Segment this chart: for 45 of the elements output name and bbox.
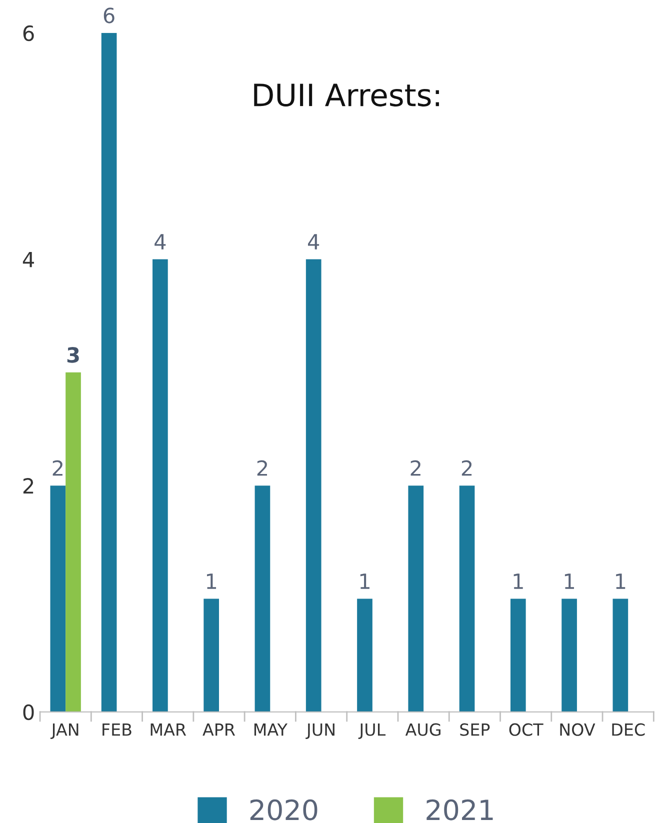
x-tick-label: JAN <box>50 724 78 740</box>
text: DUII Arrests: <box>254 84 439 106</box>
x-tick-label: APR <box>202 724 236 736</box>
x-tick-label: OCT <box>509 723 544 736</box>
bar <box>254 486 270 712</box>
data-label: 1 <box>564 574 574 589</box>
y-tick-label: 0 <box>23 704 34 720</box>
legend-label: 2021 <box>426 799 493 820</box>
x-tick-label: MAY <box>254 724 288 736</box>
x-tick-label: JUN <box>306 724 334 740</box>
x-tick-label: AUG <box>405 723 440 736</box>
y-tick-label: 2 <box>23 478 34 494</box>
data-label: 2 <box>410 460 420 476</box>
bar <box>66 372 81 712</box>
data-label: 1 <box>616 574 626 589</box>
data-label: 4 <box>308 234 320 250</box>
data-label: 3 <box>67 347 79 363</box>
bar <box>612 598 628 712</box>
bar <box>204 598 219 712</box>
legend-label: 2020 <box>250 799 318 820</box>
data-label: 2 <box>257 460 268 476</box>
bar <box>357 598 372 712</box>
x-tick-label: DEC <box>612 723 645 736</box>
bar <box>562 598 577 712</box>
data-label: 1 <box>514 574 523 589</box>
bar <box>459 486 475 712</box>
bar <box>510 598 526 712</box>
data-label: 2 <box>462 460 472 476</box>
bar <box>408 486 424 712</box>
bar <box>101 32 117 712</box>
bar <box>152 259 168 712</box>
bar <box>306 259 322 712</box>
x-tick-label: FEB <box>102 724 132 736</box>
y-tick-label: 4 <box>22 252 34 268</box>
data-label: 1 <box>360 574 370 589</box>
data-label: 6 <box>104 8 114 24</box>
x-tick-label: JUL <box>358 724 386 740</box>
data-label: 1 <box>206 574 216 589</box>
data-label: 4 <box>154 234 166 250</box>
bar <box>50 486 66 712</box>
y-tick-label: 6 <box>23 25 34 42</box>
x-tick-label: MAR <box>150 724 186 736</box>
x-tick-label: NOV <box>560 723 596 736</box>
x-tick-label: SEP <box>460 723 490 736</box>
data-label: 2 <box>52 460 62 476</box>
